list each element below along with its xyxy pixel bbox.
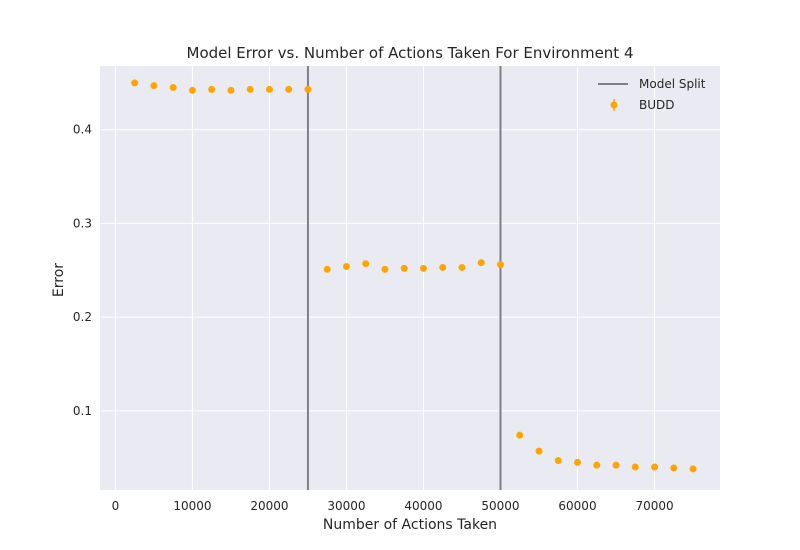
y-tick-label: 0.4 <box>73 123 92 137</box>
budd-point <box>381 265 389 273</box>
budd-point <box>304 85 312 93</box>
x-tick-label: 50000 <box>481 499 519 513</box>
x-tick-label: 40000 <box>404 499 442 513</box>
budd-point <box>131 79 139 87</box>
budd-point <box>439 263 447 271</box>
budd-point <box>150 82 158 90</box>
plot-area <box>100 66 720 490</box>
model-split-lines <box>306 66 502 490</box>
budd-point <box>477 259 485 267</box>
budd-point <box>535 447 543 455</box>
budd-point <box>188 86 196 94</box>
x-tick-label: 0 <box>112 499 120 513</box>
budd-point <box>631 463 639 471</box>
budd-point <box>593 461 601 469</box>
legend-model-split-label: Model Split <box>639 77 706 91</box>
budd-points <box>131 79 697 473</box>
budd-point <box>208 85 216 93</box>
budd-point <box>496 261 504 269</box>
budd-point <box>612 461 620 469</box>
x-tick-label: 10000 <box>173 499 211 513</box>
legend-budd-swatch <box>610 101 618 109</box>
legend: Model Split BUDD <box>598 77 706 112</box>
grid-lines <box>100 66 720 490</box>
budd-point <box>323 265 331 273</box>
chart-title: Model Error vs. Number of Actions Taken … <box>187 44 634 62</box>
budd-point <box>342 263 350 271</box>
y-tick-labels: 0.1 0.2 0.3 0.4 <box>73 123 92 418</box>
budd-point <box>169 84 177 92</box>
budd-point <box>285 85 293 93</box>
y-tick-label: 0.1 <box>73 404 92 418</box>
y-axis-label: Error <box>51 263 67 297</box>
x-tick-label: 20000 <box>250 499 288 513</box>
budd-point <box>554 456 562 464</box>
budd-point <box>670 464 678 472</box>
budd-point <box>246 85 254 93</box>
y-tick-label: 0.3 <box>73 216 92 230</box>
budd-point <box>458 263 466 271</box>
budd-point <box>651 463 659 471</box>
budd-point <box>574 458 582 466</box>
legend-budd-label: BUDD <box>639 98 675 112</box>
x-tick-label: 70000 <box>635 499 673 513</box>
budd-point <box>227 86 235 94</box>
budd-point <box>362 260 370 268</box>
budd-point <box>689 465 697 473</box>
budd-point <box>265 85 273 93</box>
x-tick-label: 60000 <box>558 499 596 513</box>
budd-point <box>516 431 524 439</box>
x-tick-labels: 0 10000 20000 30000 40000 50000 60000 70000 <box>112 499 674 513</box>
x-axis-label: Number of Actions Taken <box>323 517 497 533</box>
budd-point <box>400 264 408 272</box>
budd-point <box>419 264 427 272</box>
y-tick-label: 0.2 <box>73 310 92 324</box>
x-tick-label: 30000 <box>327 499 365 513</box>
